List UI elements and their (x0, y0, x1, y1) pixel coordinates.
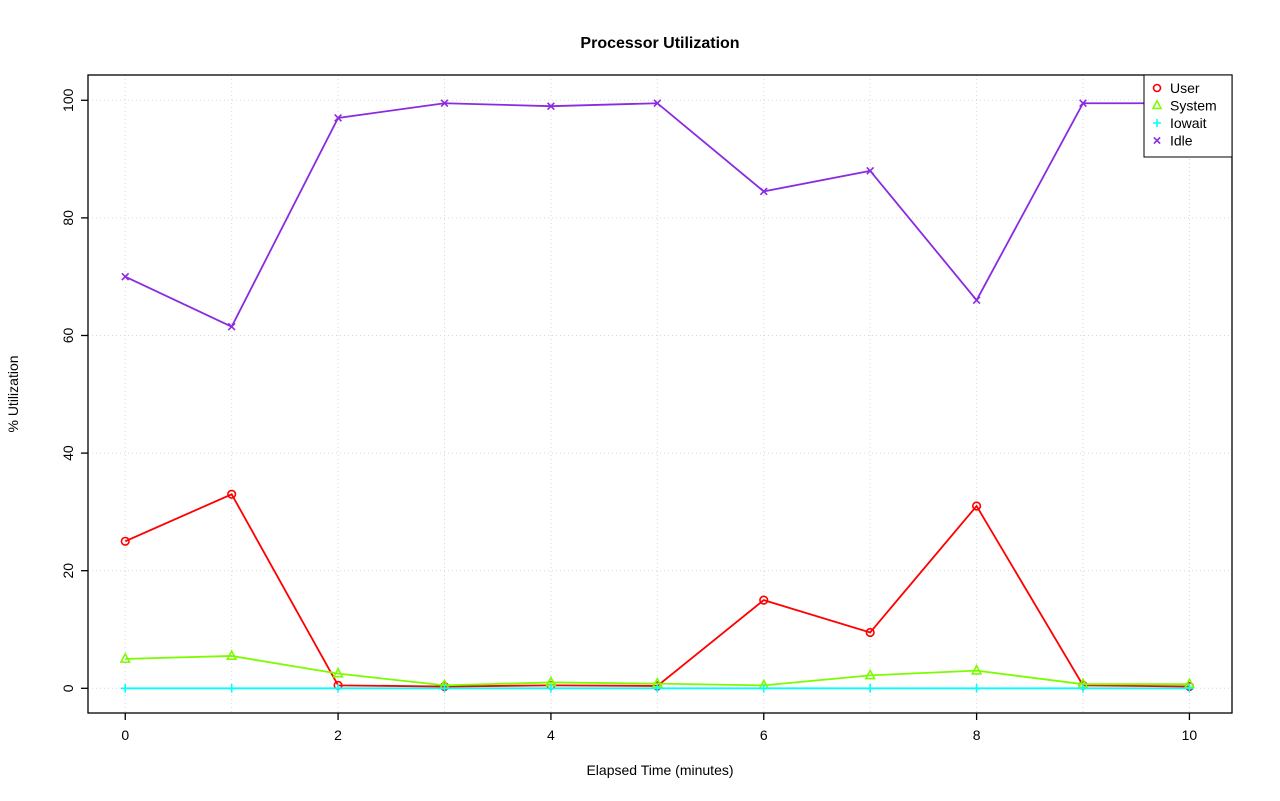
data-point-plus (333, 684, 343, 693)
y-axis: 0 20 40 60 80 100 (60, 88, 88, 692)
y-tick-label: 20 (60, 563, 76, 579)
y-tick-label: 100 (60, 88, 76, 112)
data-point-triangle (864, 668, 876, 680)
data-point-x (334, 114, 343, 122)
y-axis-title: % Utilization (5, 355, 21, 432)
data-point-x (759, 187, 768, 196)
data-point-plus (865, 684, 875, 693)
data-point-plus (546, 684, 556, 693)
data-point-x (866, 166, 875, 175)
series-line (124, 102, 1190, 328)
data-point-plus (120, 684, 130, 693)
series-idle (121, 99, 1194, 331)
legend-label: User (1170, 80, 1200, 96)
series-user (120, 489, 1195, 692)
data-point-circle (227, 489, 237, 499)
x-tick-label: 6 (760, 727, 768, 743)
x-tick-label: 8 (973, 727, 981, 743)
data-point-x (440, 99, 449, 108)
x-axis-title: Elapsed Time (minutes) (586, 762, 733, 778)
data-point-x (972, 296, 981, 305)
legend-label: Idle (1170, 133, 1193, 149)
x-axis: 0 2 4 6 8 10 (121, 713, 1197, 743)
data-point-plus (440, 684, 449, 693)
legend-label: Iowait (1170, 115, 1207, 131)
x-tick-label: 0 (121, 727, 129, 743)
plot-border (87, 74, 1233, 714)
data-point-circle (971, 501, 982, 511)
series-iowait (120, 684, 1194, 693)
x-tick-label: 10 (1182, 727, 1198, 743)
data-point-circle (759, 595, 769, 605)
data-point-x (653, 99, 662, 108)
data-point-triangle (970, 663, 983, 675)
gridlines (88, 75, 1232, 713)
data-point-plus (972, 684, 981, 693)
data-point-plus (1153, 119, 1161, 127)
data-point-plus (653, 684, 662, 693)
data-point-x (121, 272, 130, 281)
data-point-plus (1185, 684, 1194, 693)
data-point-x (1153, 136, 1161, 145)
data-point-plus (1078, 684, 1088, 693)
series-line (125, 655, 1190, 687)
data-point-circle (120, 536, 130, 546)
y-tick-label: 80 (60, 210, 76, 226)
series-system (119, 649, 1196, 690)
data-point-plus (227, 684, 236, 693)
legend-box (1143, 74, 1233, 158)
data-point-triangle (1151, 99, 1163, 110)
data-point-triangle (332, 666, 344, 678)
data-point-triangle (226, 649, 238, 660)
data-point-plus (759, 684, 769, 693)
data-point-circle (865, 627, 875, 638)
y-tick-label: 0 (60, 684, 76, 692)
data-point-triangle (119, 652, 131, 663)
data-point-x (227, 322, 236, 331)
data-point-circle (1152, 83, 1162, 93)
x-tick-label: 2 (334, 727, 342, 743)
y-tick-label: 40 (60, 445, 76, 461)
data-point-x (547, 102, 555, 111)
chart-title: Processor Utilization (580, 35, 739, 52)
data-point-x (1079, 99, 1087, 108)
legend-label: System (1170, 98, 1217, 114)
y-tick-label: 60 (60, 327, 76, 343)
x-tick-label: 4 (547, 727, 555, 743)
